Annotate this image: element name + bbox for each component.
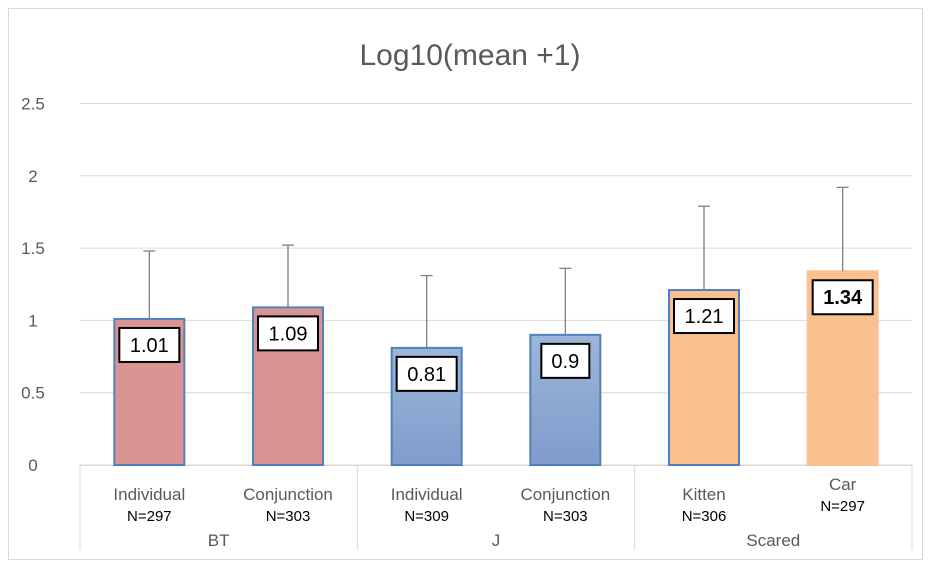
data-label: 1.09	[269, 323, 308, 345]
category-label: Individual	[113, 485, 185, 504]
chart-frame	[8, 8, 923, 560]
group-label: BT	[208, 531, 230, 550]
data-label: 1.21	[685, 306, 724, 328]
group-label: J	[492, 531, 501, 550]
category-label: Kitten	[682, 485, 725, 504]
y-tick-label: 2.5	[21, 95, 45, 114]
data-label-box	[811, 279, 874, 316]
y-tick-label: 0	[28, 456, 37, 475]
y-tick-label: 1	[28, 311, 37, 330]
sample-size-label: N=309	[404, 508, 449, 525]
data-label-box	[395, 355, 458, 392]
category-label: Conjunction	[520, 485, 610, 504]
y-tick-label: 2	[28, 167, 37, 186]
data-label: 0.9	[551, 351, 579, 373]
y-tick-label: 1.5	[21, 239, 45, 258]
y-tick-label: 0.5	[21, 384, 45, 403]
sample-size-label: N=303	[543, 508, 588, 525]
sample-size-label: N=297	[820, 498, 865, 515]
category-label: Car	[829, 475, 857, 494]
group-label: Scared	[746, 531, 800, 550]
sample-size-label: N=303	[266, 508, 311, 525]
data-label: 1.01	[130, 335, 169, 357]
plot-area: 0 0.5 1 1.5 2 2.5 1.01 Individual N=297 1.09 Conju…	[21, 95, 913, 550]
data-label: 1.34	[823, 287, 863, 309]
data-label: 0.81	[407, 364, 446, 386]
data-label-box	[673, 298, 735, 335]
data-label-box	[540, 342, 591, 379]
data-label-box	[118, 326, 181, 363]
sample-size-label: N=306	[682, 508, 727, 525]
sample-size-label: N=297	[127, 508, 172, 525]
category-label: Conjunction	[243, 485, 333, 504]
chart-title: Log10(mean +1)	[360, 39, 581, 72]
data-label-box	[257, 315, 319, 352]
category-label: Individual	[391, 485, 463, 504]
